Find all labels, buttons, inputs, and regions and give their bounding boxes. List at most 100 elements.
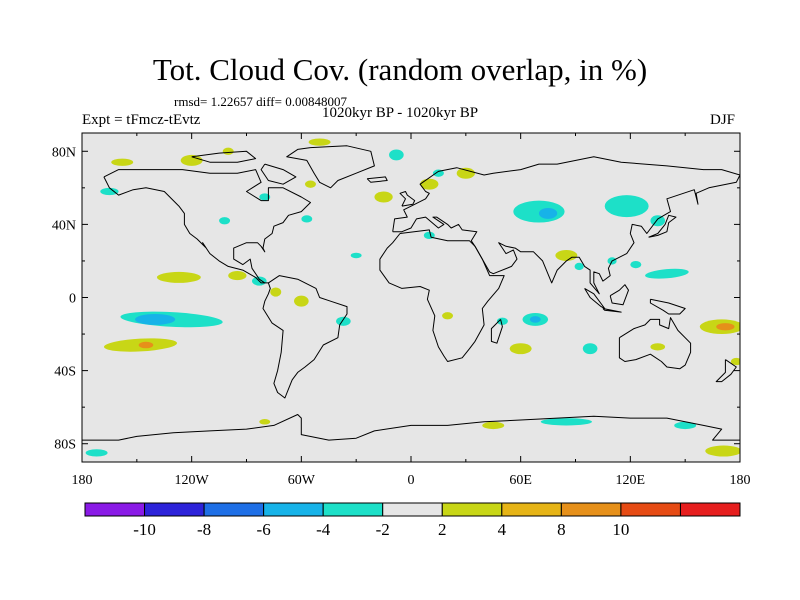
experiment-label: Expt = tFmcz-tEvtz [82,112,201,128]
coastline-north-america [103,169,311,284]
anomaly-region-48 [496,317,508,325]
y-tick-label: 80S [54,438,76,453]
anomaly-region-4 [156,271,201,283]
x-tick-label: 0 [408,473,415,488]
anomaly-region-38 [716,323,735,331]
colorbar-label: -8 [197,520,211,539]
axes-layer: 180 120W 60W 0 60E 120E 180 80N 40N 0 40S 80S [52,133,751,488]
y-tick-label: 40S [54,365,76,380]
anomaly-region-44 [482,421,505,430]
period-label: 1020kyr BP - 1020kyr BP [322,105,479,121]
x-tick-label: 60W [288,473,316,488]
colorbar-swatch [382,502,443,517]
colorbar-swatch [203,502,265,517]
anomaly-region-36 [582,343,598,355]
colorbar-label: -4 [316,520,331,539]
colorbar-swatch [322,502,384,517]
coastline-australia [618,317,692,370]
colorbar-swatch [620,502,681,517]
y-tick-label: 80N [52,145,76,160]
anomaly-region-23 [432,169,444,177]
colorbar-swatch [560,502,622,517]
anomaly-region-45 [540,418,592,426]
coastline-layer [82,145,740,441]
anomaly-region-11 [180,154,203,166]
anomaly-region-26 [604,195,649,218]
coastline-iceland [366,176,388,183]
anomaly-region-39 [650,343,666,351]
anomaly-region-24 [513,200,565,223]
coastline-great-britain [399,191,416,207]
x-tick-label: 60E [509,473,532,488]
anomaly-region-14 [259,193,271,201]
anomaly-region-22 [456,167,475,179]
anomaly-region-29 [555,249,578,261]
anomaly-region-15 [219,217,231,225]
anomaly-region-27 [650,215,666,227]
anomaly-region-17 [304,180,316,188]
anomaly-region-16 [301,215,313,223]
anomaly-region-25 [538,207,558,219]
anomaly-region-31 [630,260,642,269]
season-label: DJF [710,112,736,128]
anomaly-region-3 [138,341,154,349]
colorbar-label: -2 [376,520,390,539]
anomaly-region-9 [336,316,351,326]
anomaly-region-34 [529,316,541,323]
anomaly-region-28 [645,268,689,279]
coastline-greenland [286,145,375,189]
coastline-africa [379,229,505,362]
colorbar-swatch [144,502,205,517]
anomaly-layer [85,138,740,457]
anomaly-region-8 [294,295,309,307]
anomaly-region-19 [389,149,404,161]
colorbar-label: 2 [438,520,447,539]
coastline-antarctica [82,414,740,441]
anomaly-region-18 [374,191,393,203]
coastline-south-america [262,275,348,399]
coastline-madagascar [490,319,503,344]
colorbar-swatch [84,502,146,517]
chart-title: Tot. Cloud Cov. (random overlap, in %) [152,52,648,87]
x-tick-label: 180 [730,473,751,488]
colorbar-label: -10 [133,520,156,539]
anomaly-region-43 [259,419,271,425]
coastline-baffin [260,163,297,185]
anomaly-region-49 [350,252,362,259]
anomaly-region-46 [674,421,697,430]
anomaly-region-35 [509,343,532,355]
coastline-eurasia [392,156,740,295]
anomaly-region-20 [100,187,119,196]
coastline-japan [648,214,677,238]
colorbar-swatch [501,502,562,517]
coastline-new-zealand [715,359,737,383]
anomaly-region-42 [85,449,108,457]
x-tick-label: 120E [616,473,646,488]
colorbar-swatch [263,502,324,517]
anomaly-region-10 [111,158,134,166]
colorbar-label: -6 [257,520,271,539]
anomaly-region-40 [730,357,740,366]
coastline-java [602,308,622,313]
y-tick-label: 40N [52,218,76,233]
plot-background [82,133,740,462]
anomaly-region-7 [270,287,282,297]
colorbar: -10 -8 -6 -4 -2 2 4 8 10 [84,502,741,539]
colorbar-label: 10 [612,520,629,539]
stats-label: rmsd= 1.22657 diff= 0.00848007 [174,94,347,109]
anomaly-region-12 [222,147,234,155]
anomaly-region-47 [442,312,454,320]
y-tick-label: 0 [69,292,76,307]
anomaly-region-13 [308,138,331,146]
anomaly-region-30 [574,262,584,271]
anomaly-region-41 [705,445,740,457]
anomaly-region-1 [135,313,176,325]
colorbar-swatch [679,502,741,517]
coastline-new-guinea [649,298,686,315]
anomaly-region-5 [228,270,247,281]
x-tick-label: 120W [175,473,210,488]
colorbar-swatch [441,502,503,517]
colorbar-label: 4 [498,520,507,539]
coastline-sumatra [584,287,606,309]
